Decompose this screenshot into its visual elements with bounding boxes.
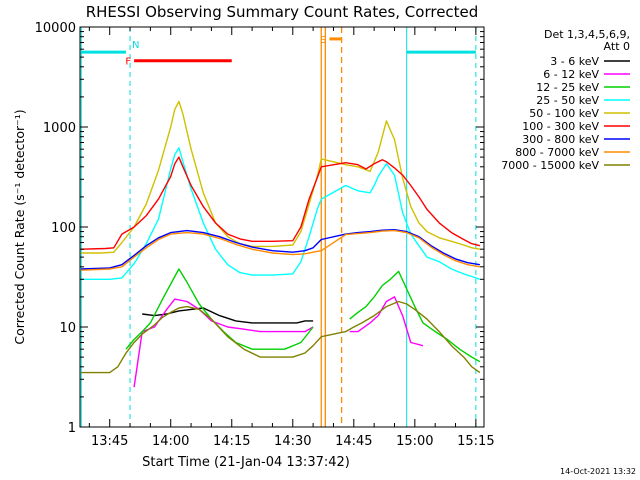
footer-date: 14-Oct-2021 13:32 [560,467,636,476]
bars-layer: NF S [81,35,476,68]
legend-entry-label: 25 - 50 keV [536,94,599,107]
series-line [125,268,481,363]
legend-header-line-1: Det 1,3,4,5,6,9, [544,28,630,41]
y-tick-label: 10 [59,321,76,336]
legend-entry-label: 300 - 800 keV [522,133,599,146]
y-tick-label: 100 [51,221,76,236]
legend-entry-label: 12 - 25 keV [536,81,599,94]
y-axis-label: Corrected Count Rate (s⁻¹ detector⁻¹) [12,109,27,344]
markers-layer [80,27,477,427]
legend-entry-label: 3 - 6 keV [550,55,599,68]
x-axis-label: Start Time (21-Jan-04 13:37:42) [142,455,350,470]
x-tick-label: 13:45 [91,434,128,449]
axes-layer: 13:45 14:00 14:15 14:30 14:45 15:00 15:15 1 10 10… [35,21,495,449]
series-line [81,300,481,374]
x-tick-label: 14:15 [213,434,250,449]
y-tick-label: 10000 [35,21,76,36]
flag-bar-label: S [320,35,326,46]
flag-bar-label: N [132,40,139,51]
x-tick-label: 14:00 [152,434,189,449]
legend-entry-label: 100 - 300 keV [522,120,599,133]
y-tick-label: 1 [68,421,76,436]
legend-entry-label: 50 - 100 keV [529,107,599,120]
x-tick-label: 14:45 [335,434,372,449]
x-tick-label: 15:00 [396,434,433,449]
series-line [81,156,481,250]
series-line [81,229,481,271]
flag-bar-label: F [125,57,131,68]
series-line [81,147,481,280]
legend-entry-label: 800 - 7000 keV [515,146,599,159]
legend-header-line-2: Att 0 [604,40,630,53]
y-tick-label: 1000 [43,121,76,136]
series-line [81,229,481,270]
legend-entry-label: 7000 - 15000 keV [501,159,599,172]
series-line [81,100,481,254]
legend-entry-label: 6 - 12 keV [543,68,599,81]
chart-title: RHESSI Observing Summary Count Rates, Co… [86,3,479,21]
series-layer [81,100,481,416]
x-tick-label: 15:15 [457,434,494,449]
x-tick-label: 14:30 [274,434,311,449]
